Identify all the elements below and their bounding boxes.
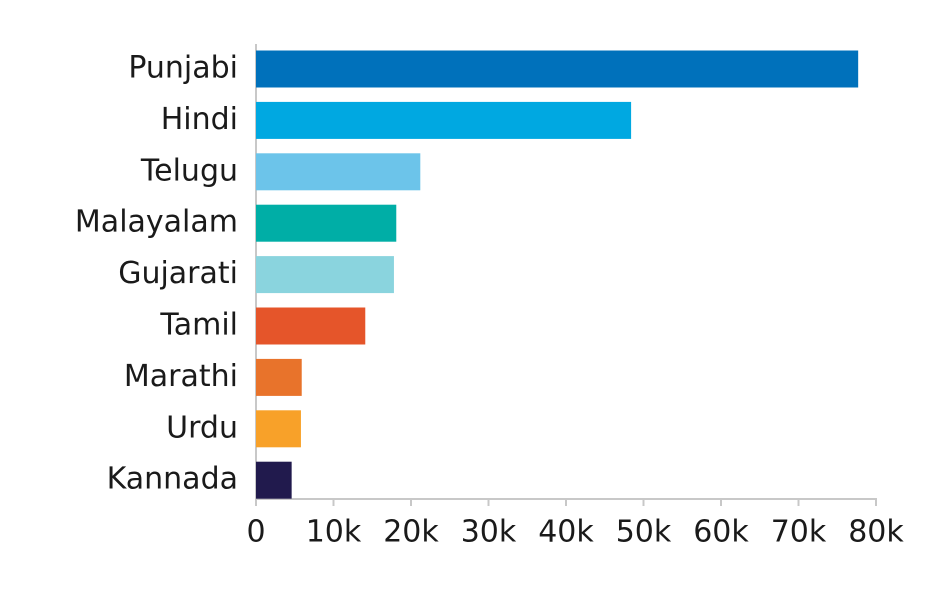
bar [256, 50, 859, 88]
bar [256, 204, 397, 242]
y-tick-label: Telugu [140, 153, 238, 188]
y-tick-label: Punjabi [128, 51, 238, 86]
x-tick-label: 80k [848, 515, 904, 550]
bar [256, 461, 292, 499]
bar [256, 307, 366, 345]
x-tick-label: 60k [693, 515, 749, 550]
y-tick-label: Marathi [124, 359, 238, 394]
x-tick-label: 70k [771, 515, 827, 550]
bar [256, 358, 302, 396]
bar [256, 101, 632, 139]
y-tick-label: Malayalam [75, 205, 238, 240]
x-tick-label: 30k [461, 515, 517, 550]
y-tick-label: Hindi [161, 102, 238, 137]
x-tick-label: 40k [538, 515, 594, 550]
x-tick-label: 50k [616, 515, 672, 550]
bar [256, 256, 394, 294]
y-tick-label: Gujarati [118, 256, 238, 291]
x-tick-label: 0 [246, 515, 265, 550]
x-tick-label: 20k [383, 515, 439, 550]
y-tick-label: Tamil [159, 308, 238, 343]
y-tick-label: Urdu [166, 410, 238, 445]
x-tick-label: 10k [306, 515, 362, 550]
bar [256, 153, 421, 191]
y-tick-label: Kannada [107, 462, 238, 497]
bar [256, 410, 301, 448]
